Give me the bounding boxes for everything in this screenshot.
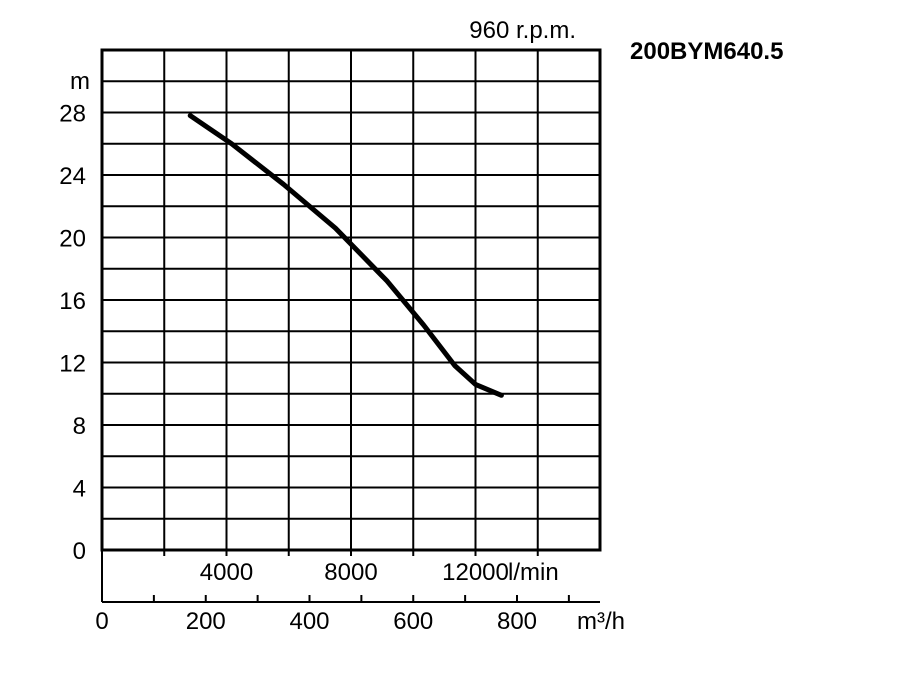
y-tick-label: 20 [59, 226, 86, 253]
m3h-tick-label: 800 [497, 608, 537, 635]
y-axis-ticks: 0 4 8 12 16 20 24 28 [59, 101, 86, 566]
m3h-tick-label: 200 [186, 608, 226, 635]
y-tick-label: 12 [59, 351, 86, 378]
x-axis-unit-label: m³/h [577, 608, 625, 635]
x2-axis-unit-label: l/min [508, 559, 559, 586]
y-tick-label: 8 [73, 413, 86, 440]
y-tick-label: 24 [59, 163, 86, 190]
y-tick-label: 28 [59, 101, 86, 128]
m3h-axis-ticks: 0 200 400 600 800 [95, 608, 537, 635]
m3h-tick-label: 400 [289, 608, 329, 635]
y-tick-label: 0 [73, 538, 86, 565]
chart-grid [102, 50, 600, 602]
head-curve-series [187, 113, 504, 398]
m3h-tick-label: 0 [95, 608, 108, 635]
lmin-tick-label: 12000 [442, 559, 509, 586]
lmin-tick-label: 4000 [200, 559, 253, 586]
model-label: 200BYM640.5 [630, 38, 783, 65]
y-axis-unit-label: m [70, 68, 90, 95]
m3h-tick-label: 600 [393, 608, 433, 635]
lmin-axis-ticks: 4000 8000 12000 [200, 559, 509, 586]
speed-label: 960 r.p.m. [469, 17, 576, 44]
y-tick-label: 4 [73, 476, 86, 503]
lmin-tick-label: 8000 [324, 559, 377, 586]
y-tick-label: 16 [59, 288, 86, 315]
